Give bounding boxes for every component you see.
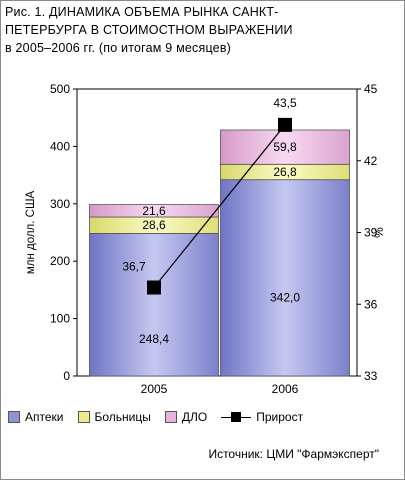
growth-point [147,280,161,295]
legend-swatch-hospitals [77,411,90,423]
y-tick-label: 200 [50,254,70,268]
legend-swatch-pharmacies [8,411,20,423]
x-tick-label: 2006 [272,382,299,396]
data-label: 26,8 [273,165,297,179]
title-line-3: в 2005–2006 гг. (по итогам 9 месяцев) [5,41,232,55]
data-label: 342,0 [270,290,300,304]
y2-axis-title: % [372,227,386,238]
y-tick-label: 500 [50,82,70,96]
title-line-1: Рис. 1. ДИНАМИКА ОБЪЕМА РЫНКА САНКТ- [5,5,279,19]
y-tick-label: 400 [50,139,70,153]
y-tick-label: 100 [50,312,70,326]
bar-segment [220,179,350,377]
bar-segment [89,233,219,377]
legend-label-dlo: ДЛО [181,410,208,424]
legend-item-dlo: ДЛО [164,410,208,424]
x-tick-label: 2005 [141,382,168,396]
legend-item-hospitals: Больницы [77,410,151,424]
legend-item-growth: Прирост [221,410,303,424]
chart-title: Рис. 1. ДИНАМИКА ОБЪЕМА РЫНКА САНКТ- ПЕТ… [5,3,400,57]
legend-swatch-dlo [164,411,177,423]
data-label: 248,4 [139,332,169,346]
legend-marker-growth [221,411,252,423]
y2-tick-label: 45 [364,82,378,96]
legend-label-pharmacies: Аптеки [25,410,64,424]
growth-point [278,117,292,132]
data-label: 21,6 [142,204,166,218]
y-axis-title: млн долл. США [25,191,37,275]
y-tick-label: 0 [63,369,70,383]
legend-label-growth: Прирост [256,410,304,424]
y-tick-label: 300 [50,197,70,211]
y2-tick-label: 33 [364,369,378,383]
bar-segment [220,129,350,165]
legend-label-hospitals: Больницы [94,410,151,424]
legend-item-pharmacies: Аптеки [8,410,64,424]
source-note: Источник: ЦМИ "Фармэксперт" [208,447,379,461]
growth-line [153,124,286,288]
data-label: 59,8 [273,140,297,154]
legend: Аптеки Больницы ДЛО Прирост [8,410,317,424]
y2-tick-label: 42 [364,154,378,168]
growth-label: 43,5 [273,96,297,110]
data-label: 28,6 [142,218,166,232]
y2-tick-label: 39 [364,226,378,240]
bar-segment [89,204,219,218]
title-line-2: ПЕТЕРБУРГА В СТОИМОСТНОМ ВЫРАЖЕНИИ [5,23,293,37]
y2-tick-label: 36 [364,297,378,311]
stacked-bar-chart: 0 100 200 300 400 500 33 36 39 42 45 млн долл. США%… [25,82,386,396]
growth-label: 36,7 [122,260,146,274]
